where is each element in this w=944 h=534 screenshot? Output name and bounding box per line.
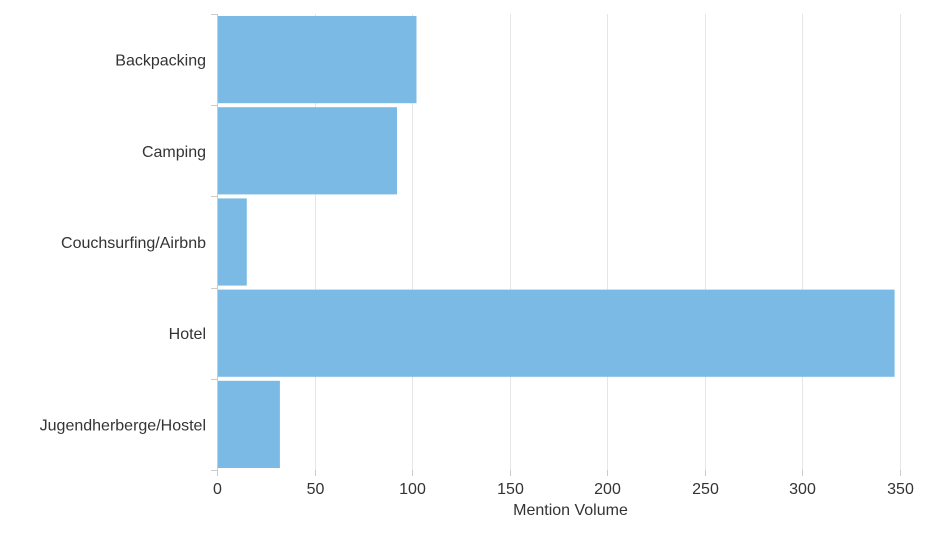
bar-couchsurfing-airbnb xyxy=(217,198,247,286)
bar-hotel xyxy=(217,289,895,377)
bar-jugendherberge-hostel xyxy=(217,380,280,468)
axes xyxy=(211,14,901,476)
category-label: Backpacking xyxy=(115,53,206,70)
x-axis-title: Mention Volume xyxy=(513,502,628,519)
category-label: Camping xyxy=(142,144,206,161)
category-label: Hotel xyxy=(169,326,206,343)
x-tick-label: 50 xyxy=(307,481,325,498)
bars xyxy=(217,16,895,468)
x-tick-label: 0 xyxy=(213,481,222,498)
category-label: Jugendherberge/Hostel xyxy=(40,417,206,434)
labels: 0 50 100 150 200 250 300 350 Backpacking Camping C… xyxy=(40,53,914,498)
x-tick-label: 200 xyxy=(594,481,621,498)
x-tick-label: 300 xyxy=(789,481,816,498)
x-tick-label: 150 xyxy=(497,481,524,498)
x-tick-label: 250 xyxy=(692,481,719,498)
category-label: Couchsurfing/Airbnb xyxy=(61,235,206,252)
x-tick-label: 100 xyxy=(399,481,426,498)
bar-camping xyxy=(217,107,397,195)
x-tick-label: 350 xyxy=(887,481,914,498)
bar-backpacking xyxy=(217,16,417,104)
